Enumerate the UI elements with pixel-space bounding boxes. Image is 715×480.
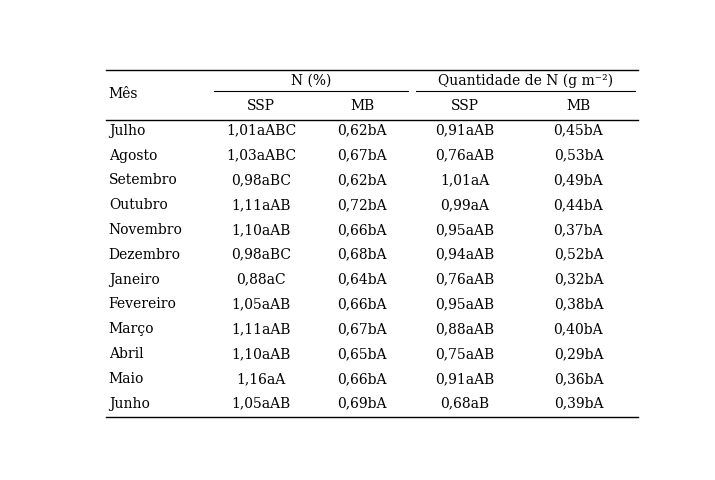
Text: 0,65bA: 0,65bA (337, 347, 387, 361)
Text: 0,67bA: 0,67bA (337, 148, 387, 163)
Text: 0,75aAB: 0,75aAB (435, 347, 494, 361)
Text: 0,68bA: 0,68bA (337, 248, 387, 262)
Text: Quantidade de N (g m⁻²): Quantidade de N (g m⁻²) (438, 74, 613, 88)
Text: Março: Março (109, 322, 154, 336)
Text: 0,69bA: 0,69bA (337, 396, 387, 411)
Text: MB: MB (566, 99, 591, 113)
Text: 1,10aAB: 1,10aAB (232, 347, 291, 361)
Text: 0,37bA: 0,37bA (553, 223, 603, 237)
Text: 0,88aAB: 0,88aAB (435, 322, 494, 336)
Text: 0,62bA: 0,62bA (337, 173, 387, 187)
Text: 0,66bA: 0,66bA (337, 298, 387, 312)
Text: Julho: Julho (109, 124, 145, 138)
Text: Janeiro: Janeiro (109, 273, 159, 287)
Text: 0,40bA: 0,40bA (553, 322, 603, 336)
Text: 0,95aAB: 0,95aAB (435, 223, 494, 237)
Text: Outubro: Outubro (109, 198, 167, 212)
Text: 0,45bA: 0,45bA (553, 124, 603, 138)
Text: Novembro: Novembro (109, 223, 182, 237)
Text: 0,91aAB: 0,91aAB (435, 372, 494, 386)
Text: Agosto: Agosto (109, 148, 157, 163)
Text: 1,11aAB: 1,11aAB (232, 322, 291, 336)
Text: 1,03aABC: 1,03aABC (226, 148, 296, 163)
Text: 1,01aABC: 1,01aABC (226, 124, 296, 138)
Text: 0,76aAB: 0,76aAB (435, 273, 494, 287)
Text: 1,10aAB: 1,10aAB (232, 223, 291, 237)
Text: 1,16aA: 1,16aA (237, 372, 286, 386)
Text: 0,67bA: 0,67bA (337, 322, 387, 336)
Text: Abril: Abril (109, 347, 144, 361)
Text: Fevereiro: Fevereiro (109, 298, 177, 312)
Text: 0,98aBC: 0,98aBC (231, 248, 291, 262)
Text: Junho: Junho (109, 396, 149, 411)
Text: Mês: Mês (109, 86, 138, 100)
Text: 0,72bA: 0,72bA (337, 198, 387, 212)
Text: 0,29bA: 0,29bA (553, 347, 603, 361)
Text: MB: MB (350, 99, 375, 113)
Text: 0,53bA: 0,53bA (553, 148, 603, 163)
Text: Setembro: Setembro (109, 173, 177, 187)
Text: Maio: Maio (109, 372, 144, 386)
Text: 0,91aAB: 0,91aAB (435, 124, 494, 138)
Text: 0,66bA: 0,66bA (337, 372, 387, 386)
Text: SSP: SSP (450, 99, 479, 113)
Text: 1,05aAB: 1,05aAB (232, 298, 291, 312)
Text: 0,95aAB: 0,95aAB (435, 298, 494, 312)
Text: 0,98aBC: 0,98aBC (231, 173, 291, 187)
Text: 1,05aAB: 1,05aAB (232, 396, 291, 411)
Text: 0,36bA: 0,36bA (553, 372, 603, 386)
Text: 0,39bA: 0,39bA (553, 396, 603, 411)
Text: 0,44bA: 0,44bA (553, 198, 603, 212)
Text: 0,66bA: 0,66bA (337, 223, 387, 237)
Text: 0,88aC: 0,88aC (237, 273, 286, 287)
Text: 0,49bA: 0,49bA (553, 173, 603, 187)
Text: 0,76aAB: 0,76aAB (435, 148, 494, 163)
Text: N (%): N (%) (291, 74, 331, 88)
Text: 0,99aA: 0,99aA (440, 198, 489, 212)
Text: 0,68aB: 0,68aB (440, 396, 489, 411)
Text: 0,64bA: 0,64bA (337, 273, 387, 287)
Text: Dezembro: Dezembro (109, 248, 181, 262)
Text: 0,62bA: 0,62bA (337, 124, 387, 138)
Text: 1,01aA: 1,01aA (440, 173, 490, 187)
Text: 0,32bA: 0,32bA (553, 273, 603, 287)
Text: 0,94aAB: 0,94aAB (435, 248, 494, 262)
Text: 0,52bA: 0,52bA (553, 248, 603, 262)
Text: 1,11aAB: 1,11aAB (232, 198, 291, 212)
Text: SSP: SSP (247, 99, 275, 113)
Text: 0,38bA: 0,38bA (553, 298, 603, 312)
